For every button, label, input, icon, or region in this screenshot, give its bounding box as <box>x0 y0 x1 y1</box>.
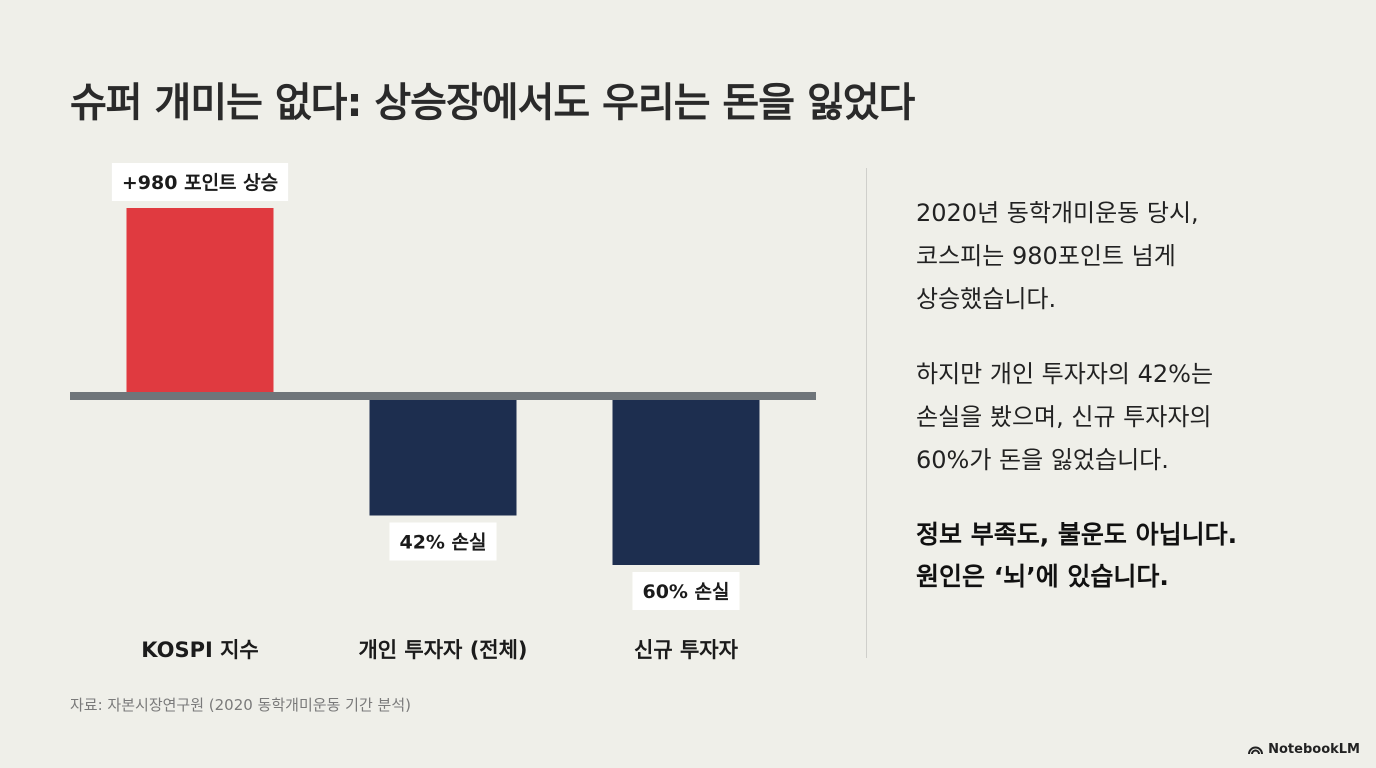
text-line: 60%가 돈을 잃었습니다. <box>916 446 1169 474</box>
notebooklm-icon <box>1248 746 1264 755</box>
data-label-box <box>632 572 740 610</box>
source-note: 자료: 자본시장연구원 (2020 동학개미운동 기간 분석) <box>70 696 411 714</box>
data-label: +980 포인트 상승 <box>111 163 289 201</box>
data-label-box <box>111 163 289 201</box>
text-line: 손실을 봤으며, 신규 투자자의 <box>916 403 1212 431</box>
category-label: 신규 투자자 <box>634 638 739 662</box>
category-label: KOSPI 지수 <box>141 638 258 662</box>
paragraph-losses: 하지만 개인 투자자의 42%는 손실을 봤으며, 신규 투자자의 60%가 돈… <box>916 353 1336 482</box>
brand-mark: NotebookLM <box>1248 742 1360 757</box>
category-label: 개인 투자자 (전체) <box>358 638 527 662</box>
side-text: 2020년 동학개미운동 당시, 코스피는 980포인트 넘게 상승했습니다. … <box>916 192 1336 630</box>
data-label: 42% 손실 <box>389 522 497 561</box>
bar <box>369 400 517 516</box>
data-label: 60% 손실 <box>632 572 740 610</box>
divider <box>866 168 867 658</box>
bar <box>126 208 274 392</box>
text-line: 상승했습니다. <box>916 285 1057 313</box>
text-line: 하지만 개인 투자자의 42%는 <box>916 360 1214 388</box>
svg-text:60% 손실: 60% 손실 <box>642 581 729 603</box>
paragraph-context: 2020년 동학개미운동 당시, 코스피는 980포인트 넘게 상승했습니다. <box>916 192 1336 321</box>
paragraph-conclusion: 정보 부족도, 불운도 아닙니다. 원인은 ‘뇌’에 있습니다. <box>916 514 1336 598</box>
text-line: 정보 부족도, 불운도 아닙니다. <box>916 520 1238 549</box>
text-line: 코스피는 980포인트 넘게 <box>916 242 1176 270</box>
page-title: 슈퍼 개미는 없다: 상승장에서도 우리는 돈을 잃었다 <box>70 80 915 126</box>
svg-text:+980 포인트 상승: +980 포인트 상승 <box>122 172 278 194</box>
brand-name: NotebookLM <box>1268 742 1360 757</box>
data-label-box <box>389 522 497 561</box>
text-line: 원인은 ‘뇌’에 있습니다. <box>916 562 1169 591</box>
text-line: 2020년 동학개미운동 당시, <box>916 199 1199 227</box>
svg-text:42% 손실: 42% 손실 <box>399 532 486 554</box>
bar <box>612 400 760 565</box>
baseline <box>70 392 816 400</box>
